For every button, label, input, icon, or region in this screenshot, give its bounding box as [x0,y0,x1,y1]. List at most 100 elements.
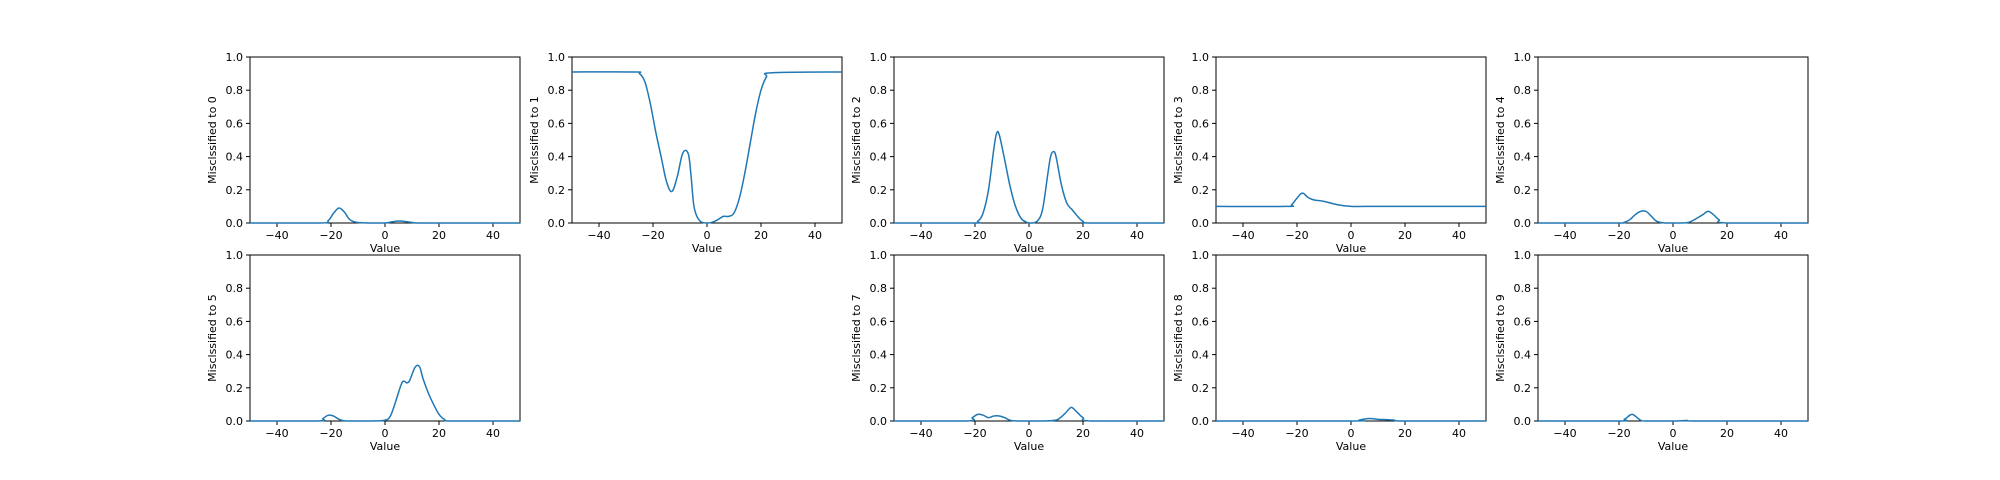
x-tick-label: −40 [909,229,932,242]
y-tick-label: 0.8 [226,84,244,97]
x-axis-label: Value [1658,242,1688,255]
subplot-6: −40 −20 0 20 40 0.0 0.2 0.4 0.6 0.8 1.0 Value Miscls… [850,249,1165,453]
axes-frame [249,56,521,224]
x-tick-label: −20 [1285,427,1308,440]
series-line [893,406,1164,422]
x-tick-label: 40 [1774,229,1788,242]
y-tick-label: 0.8 [870,282,888,295]
y-tick-label: 0.4 [226,349,244,362]
y-tick-label: 0.2 [226,382,244,395]
y-tick-label: 0.6 [226,117,244,130]
x-tick-label: −20 [319,427,342,440]
y-axis-label: Misclssified to 9 [1494,294,1507,382]
x-tick-label: 0 [1670,427,1677,440]
y-tick-label: 0.6 [1514,315,1532,328]
axes-frame [893,254,1165,422]
x-tick-label: 20 [1398,229,1412,242]
x-tick-label: 40 [486,427,500,440]
y-tick-label: 0.8 [1514,84,1532,97]
series-line [1537,210,1808,224]
y-tick-label: 1.0 [1514,249,1532,262]
y-tick-label: 0.4 [1514,349,1532,362]
y-tick-label: 0.0 [1514,415,1532,428]
y-tick-label: 0.8 [1514,282,1532,295]
x-tick-label: 40 [1774,427,1788,440]
x-tick-label: 20 [1398,427,1412,440]
y-axis-label: Misclssified to 2 [850,96,863,184]
y-tick-label: 0.0 [1192,415,1210,428]
x-tick-label: −20 [963,427,986,440]
x-axis-label: Value [692,242,722,255]
y-tick-label: 0.6 [870,117,888,130]
y-tick-label: 0.0 [870,415,888,428]
y-tick-label: 1.0 [1514,51,1532,64]
y-tick-label: 0.0 [1514,217,1532,230]
subplot-1: −40 −20 0 20 40 0.0 0.2 0.4 0.6 0.8 1.0 Value Miscls… [528,51,843,255]
x-axis-label: Value [1336,242,1366,255]
y-tick-label: 0.4 [226,151,244,164]
axes-frame [1537,56,1809,224]
y-tick-label: 0.2 [870,382,888,395]
y-tick-label: 1.0 [548,51,566,64]
x-tick-label: 0 [1348,229,1355,242]
y-tick-label: 0.8 [1192,282,1210,295]
x-tick-label: 0 [1348,427,1355,440]
y-axis-label: Misclssified to 1 [528,96,541,184]
x-tick-label: 40 [808,229,822,242]
axes-frame [249,254,521,422]
x-tick-label: −40 [909,427,932,440]
y-tick-label: 0.8 [870,84,888,97]
x-tick-label: 0 [1670,229,1677,242]
x-axis-label: Value [1658,440,1688,453]
y-tick-label: 0.2 [1192,382,1210,395]
y-tick-label: 0.6 [226,315,244,328]
y-tick-label: 0.2 [226,184,244,197]
subplot-4: −40 −20 0 20 40 0.0 0.2 0.4 0.6 0.8 1.0 Value Miscls… [1494,51,1809,255]
x-tick-label: 40 [486,229,500,242]
y-tick-label: 0.0 [1192,217,1210,230]
y-tick-label: 0.8 [1192,84,1210,97]
series-line [893,130,1164,224]
x-axis-label: Value [1336,440,1366,453]
subplot-5: −40 −20 0 20 40 0.0 0.2 0.4 0.6 0.8 1.0 Value Miscls… [206,249,521,453]
subplot-3: −40 −20 0 20 40 0.0 0.2 0.4 0.6 0.8 1.0 Value Miscls… [1172,51,1487,255]
y-tick-label: 0.2 [870,184,888,197]
x-tick-label: 20 [432,229,446,242]
y-axis-label: Misclssified to 4 [1494,96,1507,184]
series-line [249,364,520,422]
y-tick-label: 0.6 [548,117,566,130]
x-axis-label: Value [370,440,400,453]
x-tick-label: 0 [382,427,389,440]
x-tick-label: 20 [1076,229,1090,242]
y-tick-label: 0.6 [1192,315,1210,328]
x-tick-label: 40 [1130,229,1144,242]
y-axis-label: Misclssified to 3 [1172,96,1185,184]
x-axis-label: Value [370,242,400,255]
y-tick-label: 0.4 [1192,151,1210,164]
subplot-8: −40 −20 0 20 40 0.0 0.2 0.4 0.6 0.8 1.0 Value Miscls… [1494,249,1809,453]
y-tick-label: 0.4 [1514,151,1532,164]
y-tick-label: 0.2 [1514,184,1532,197]
y-tick-label: 1.0 [226,51,244,64]
x-tick-label: −40 [1553,229,1576,242]
axes-frame [1537,254,1809,422]
series-line [1215,417,1486,422]
x-tick-label: 0 [1026,229,1033,242]
x-tick-label: −40 [265,229,288,242]
axes-frame [1215,56,1487,224]
x-axis-label: Value [1014,440,1044,453]
x-tick-label: −20 [641,229,664,242]
y-tick-label: 0.0 [226,415,244,428]
x-tick-label: 0 [382,229,389,242]
y-tick-label: 1.0 [870,51,888,64]
subplot-7: −40 −20 0 20 40 0.0 0.2 0.4 0.6 0.8 1.0 Value Miscls… [1172,249,1487,453]
y-tick-label: 0.4 [870,349,888,362]
y-axis-label: Misclssified to 0 [206,96,219,184]
y-tick-label: 0.6 [1514,117,1532,130]
y-tick-label: 0.6 [870,315,888,328]
x-tick-label: −40 [587,229,610,242]
y-tick-label: 0.0 [548,217,566,230]
series-line [1215,192,1486,208]
y-tick-label: 0.8 [548,84,566,97]
